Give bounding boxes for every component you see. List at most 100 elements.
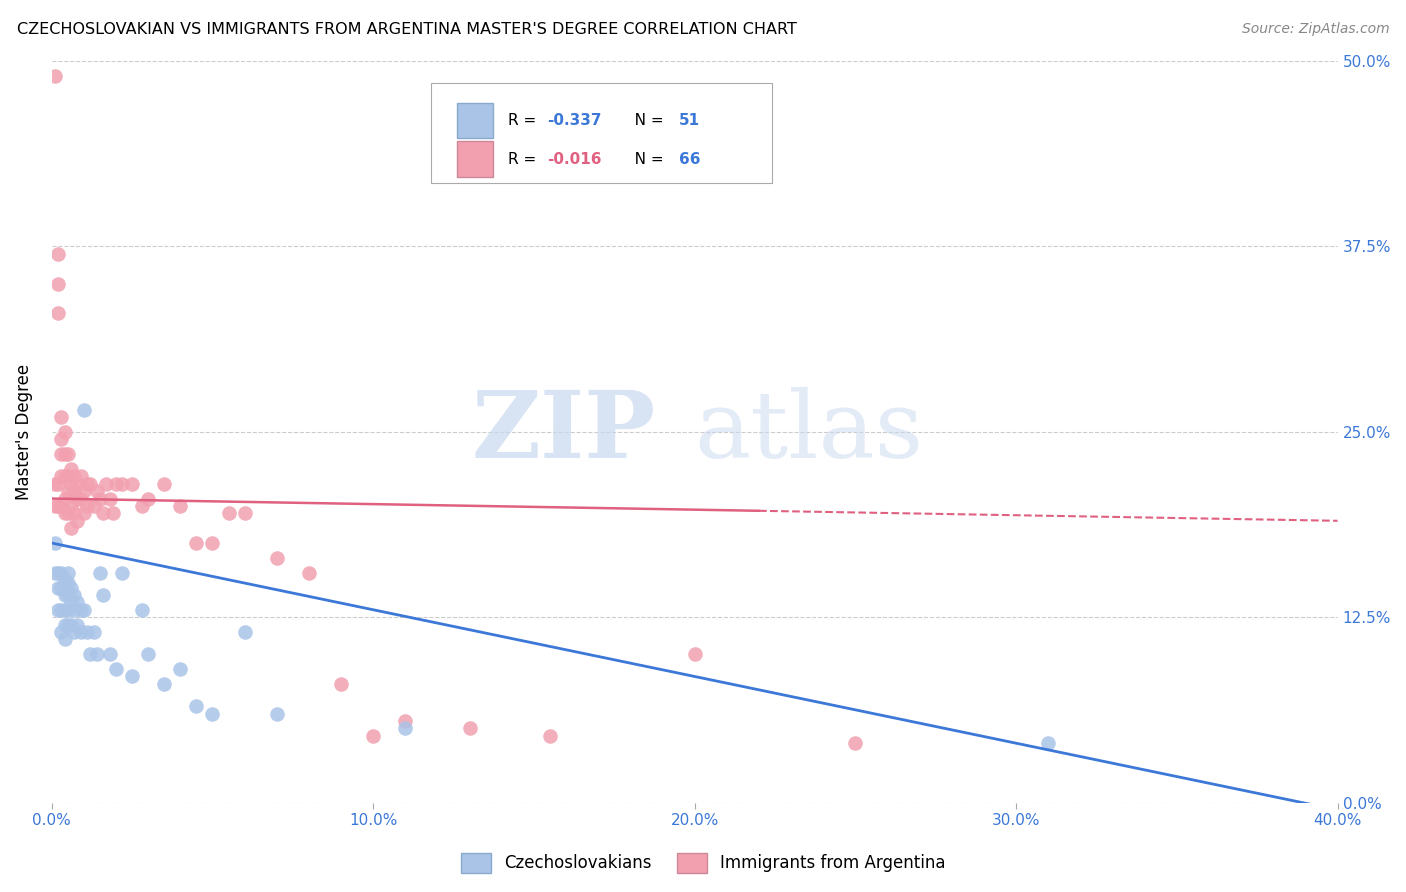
Text: -0.016: -0.016 (547, 152, 602, 167)
Point (86, 647, 108, 661)
Point (394, 714, 416, 728)
Point (458, 722, 481, 736)
Point (186, 699, 208, 714)
Point (66, 617, 89, 632)
Point (63, 588, 86, 602)
Text: CZECHOSLOVAKIAN VS IMMIGRANTS FROM ARGENTINA MASTER'S DEGREE CORRELATION CHART: CZECHOSLOVAKIAN VS IMMIGRANTS FROM ARGEN… (17, 22, 797, 37)
Point (69, 469, 91, 483)
Point (73, 402, 96, 417)
Point (111, 476, 134, 491)
Point (86, 484, 108, 499)
Point (153, 476, 176, 491)
Point (53, 588, 76, 602)
Point (56, 617, 79, 632)
Point (83, 625, 105, 640)
Point (60, 581, 83, 595)
Point (53, 425, 76, 439)
Point (201, 536, 224, 550)
Point (63, 469, 86, 483)
Point (60, 617, 83, 632)
Point (56, 576, 79, 591)
Point (51, 499, 73, 513)
Point (46, 581, 69, 595)
Point (361, 729, 384, 743)
Point (60, 462, 83, 476)
Point (53, 447, 76, 461)
Point (66, 595, 89, 609)
Point (298, 566, 321, 580)
Point (66, 514, 89, 528)
Point (56, 469, 79, 483)
Point (76, 476, 98, 491)
Point (53, 632, 76, 647)
Point (121, 476, 143, 491)
Point (111, 566, 134, 580)
Legend: Czechoslovakians, Immigrants from Argentina: Czechoslovakians, Immigrants from Argent… (454, 847, 952, 880)
Y-axis label: Master's Degree: Master's Degree (15, 364, 32, 500)
Point (56, 603, 79, 617)
Point (844, 736, 866, 750)
Text: Source: ZipAtlas.com: Source: ZipAtlas.com (1241, 22, 1389, 37)
Point (56, 447, 79, 461)
Point (56, 588, 79, 602)
Point (46, 306, 69, 320)
Point (63, 507, 86, 521)
Point (44, 499, 66, 513)
Text: -0.337: -0.337 (547, 113, 602, 128)
Point (169, 662, 191, 676)
Point (44, 536, 66, 550)
Text: R =: R = (508, 113, 541, 128)
Point (96, 476, 118, 491)
FancyBboxPatch shape (432, 83, 772, 184)
Point (233, 507, 256, 521)
Point (63, 603, 86, 617)
Point (46, 476, 69, 491)
Point (169, 499, 191, 513)
Bar (457, 141, 494, 177)
Point (60, 476, 83, 491)
Point (89, 491, 111, 506)
Text: N =: N = (620, 113, 669, 128)
Point (46, 603, 69, 617)
Point (66, 491, 89, 506)
Point (51, 469, 73, 483)
Point (186, 536, 208, 550)
Text: R =: R = (508, 152, 541, 167)
Point (101, 507, 124, 521)
Point (73, 507, 96, 521)
Point (51, 603, 73, 617)
Point (218, 507, 240, 521)
Point (89, 566, 111, 580)
Point (73, 603, 96, 617)
Point (136, 491, 159, 506)
Point (44, 476, 66, 491)
Point (91, 507, 114, 521)
Point (60, 499, 83, 513)
Point (53, 573, 76, 587)
Point (233, 625, 256, 640)
Point (69, 491, 91, 506)
Point (46, 499, 69, 513)
Point (121, 669, 143, 683)
Point (136, 647, 159, 661)
Point (105, 662, 128, 676)
Text: 66: 66 (679, 152, 700, 167)
Point (131, 603, 153, 617)
Point (53, 491, 76, 506)
Point (66, 476, 89, 491)
Point (79, 476, 101, 491)
Point (46, 247, 69, 261)
Point (538, 729, 561, 743)
Point (53, 507, 76, 521)
Point (73, 484, 96, 499)
Point (79, 647, 101, 661)
Text: N =: N = (620, 152, 669, 167)
Point (60, 521, 83, 535)
Point (131, 499, 153, 513)
Bar (457, 103, 494, 138)
Point (1038, 736, 1060, 750)
Point (53, 469, 76, 483)
Text: ZIP: ZIP (472, 387, 657, 477)
Point (153, 677, 176, 691)
Point (51, 581, 73, 595)
